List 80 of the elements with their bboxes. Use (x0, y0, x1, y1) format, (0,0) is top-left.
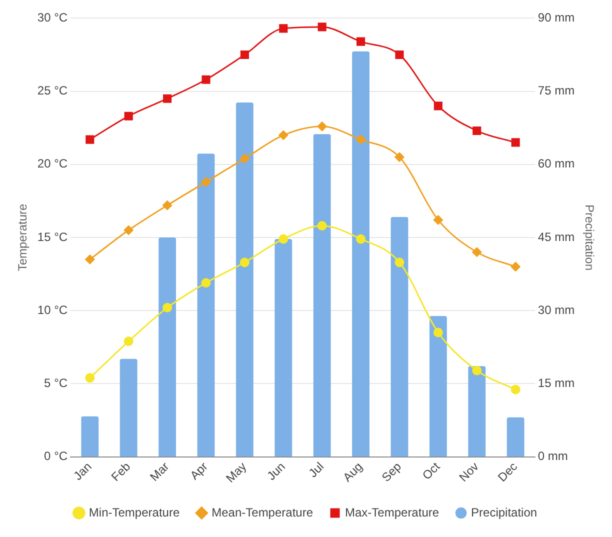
x-tick-label: Nov (456, 459, 482, 484)
point (433, 215, 443, 225)
point (472, 126, 482, 136)
point (510, 262, 520, 272)
x-tick-label: Sep (378, 459, 404, 484)
bar (390, 217, 408, 457)
y-tick-label: 5 °C (44, 376, 68, 390)
x-tick-label: Dec (495, 459, 520, 484)
y2-axis-title: Precipitation (582, 204, 596, 271)
point (356, 234, 366, 244)
legend-label: Min-Temperature (88, 505, 180, 520)
y-tick-label: 30 °C (37, 10, 68, 25)
point (318, 22, 326, 32)
point (240, 50, 249, 60)
y-tick-label: 20 °C (37, 156, 68, 171)
y2-tick-label: 60 mm (538, 156, 575, 171)
point (124, 336, 134, 346)
x-tick-label: Jul (306, 459, 327, 480)
point (124, 225, 134, 235)
y2-tick-label: 15 mm (538, 376, 575, 390)
bar (81, 416, 99, 457)
point (201, 177, 211, 187)
bar (158, 237, 176, 457)
bar (120, 358, 138, 457)
x-tick-label: Oct (420, 458, 444, 483)
point (86, 135, 94, 144)
point (510, 384, 520, 394)
x-tick-label: Apr (187, 459, 210, 483)
y-tick-label: 25 °C (37, 84, 68, 98)
point (278, 234, 288, 244)
y-axis-title: Temperature (16, 203, 30, 272)
point (433, 328, 443, 338)
point (85, 254, 95, 264)
point (162, 200, 172, 210)
point (472, 247, 482, 257)
point (511, 138, 520, 147)
bar (506, 417, 524, 457)
bar (352, 51, 370, 457)
x-tick-label: Mar (147, 459, 172, 484)
point (356, 37, 366, 46)
y-tick-label: 0 °C (44, 449, 68, 464)
point (317, 221, 327, 231)
point (395, 50, 404, 60)
point (240, 258, 250, 268)
y2-tick-label: 0 mm (538, 449, 568, 464)
point (434, 102, 442, 110)
point (85, 373, 95, 383)
y-tick-label: 10 °C (37, 302, 68, 317)
y2-tick-label: 45 mm (538, 230, 575, 244)
bar (197, 154, 215, 457)
bar (236, 102, 254, 457)
point (163, 94, 172, 103)
point (394, 152, 404, 162)
y-tick-label: 15 °C (37, 230, 68, 244)
point (278, 130, 288, 140)
point (472, 366, 482, 376)
legend-label: Mean-Temperature (212, 505, 314, 520)
bar (274, 238, 292, 457)
point (201, 278, 211, 288)
y2-tick-label: 75 mm (538, 84, 575, 98)
legend-label: Precipitation (471, 505, 538, 520)
point (162, 302, 172, 312)
y2-tick-label: 30 mm (538, 302, 575, 317)
point (124, 112, 133, 120)
x-tick-label: Jun (264, 459, 288, 484)
point (202, 75, 210, 84)
point (279, 24, 288, 33)
x-tick-label: Feb (108, 459, 134, 484)
bar (429, 316, 447, 457)
point (356, 134, 366, 144)
point (317, 122, 327, 132)
point (240, 154, 250, 164)
x-tick-label: Jan (70, 459, 94, 484)
bar (468, 366, 486, 457)
x-tick-label: May (223, 459, 250, 486)
x-tick-label: Aug (340, 459, 366, 484)
y2-tick-label: 90 mm (538, 10, 575, 25)
point (394, 258, 404, 268)
legend-label: Max-Temperature (345, 505, 440, 520)
bar (313, 134, 331, 457)
